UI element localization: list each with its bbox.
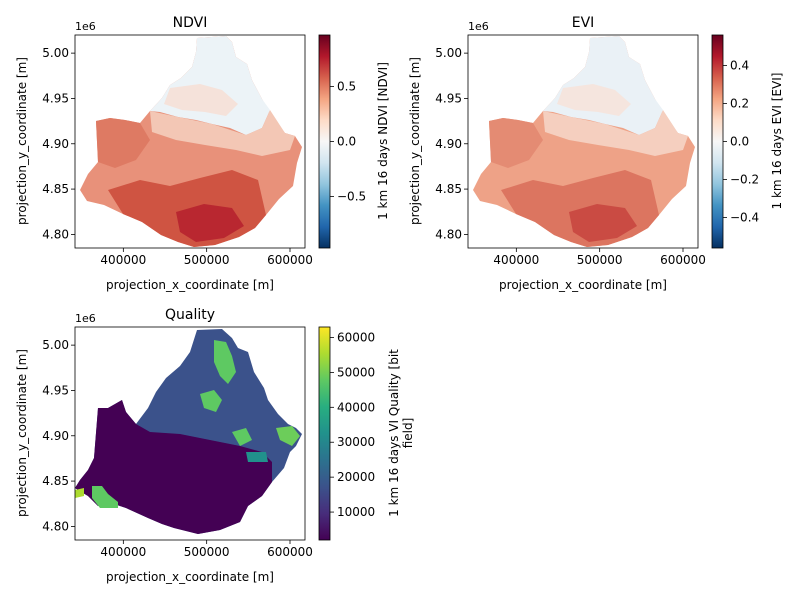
ndvi-title: NDVI xyxy=(173,15,208,31)
evi-ytick-label: 5.00 xyxy=(435,46,462,60)
evi-north-pale xyxy=(543,36,663,135)
evi-y-offset: 1e6 xyxy=(468,20,489,33)
quality-xtick-label: 500000 xyxy=(184,545,230,559)
ndvi-cbtick-label: 0.5 xyxy=(337,80,356,94)
ndvi-colorbar xyxy=(318,34,331,249)
evi-north-pink xyxy=(557,84,631,116)
ndvi-panel: NDVI 400000 500000 600000 4.80 4.85 4.90 4.95 5… xyxy=(15,15,390,292)
quality-title: Quality xyxy=(165,307,215,323)
quality-green-patch-center xyxy=(200,390,222,412)
evi-cbtick-label: −0.2 xyxy=(730,173,759,187)
quality-colorbar-label-line2: field] xyxy=(401,418,415,449)
quality-raster xyxy=(75,329,302,534)
ndvi-ytick-label: 5.00 xyxy=(42,46,69,60)
quality-teal-patch xyxy=(246,452,268,462)
evi-colorbar xyxy=(711,34,724,249)
quality-green-patch-east xyxy=(276,426,300,446)
ndvi-xtick-label: 400000 xyxy=(100,253,146,267)
quality-green-patch-mid xyxy=(232,428,252,446)
ndvi-y-offset: 1e6 xyxy=(75,20,96,33)
evi-ytick-label: 4.85 xyxy=(435,182,462,196)
evi-xtick-label: 600000 xyxy=(660,253,706,267)
evi-core-darkest xyxy=(569,204,637,242)
ndvi-raster xyxy=(80,36,302,247)
quality-y-offset: 1e6 xyxy=(75,312,96,325)
quality-colorbar xyxy=(318,326,331,541)
evi-xlabel: projection_x_coordinate [m] xyxy=(499,278,667,292)
quality-colorbar-label-line1: 1 km 16 days VI Quality [bit xyxy=(387,349,401,517)
quality-ytick-label: 4.85 xyxy=(42,474,69,488)
ndvi-xtick-label: 600000 xyxy=(267,253,313,267)
ndvi-ytick-label: 4.80 xyxy=(42,227,69,241)
quality-axes-frame xyxy=(74,326,306,541)
quality-xlabel: projection_x_coordinate [m] xyxy=(106,570,274,584)
quality-ytick-label: 5.00 xyxy=(42,338,69,352)
quality-cbtick-label: 20000 xyxy=(337,470,375,484)
evi-title: EVI xyxy=(572,15,595,31)
evi-axes-frame xyxy=(467,34,699,249)
quality-xtick-label: 400000 xyxy=(100,545,146,559)
ndvi-ytick-label: 4.85 xyxy=(42,182,69,196)
evi-transition xyxy=(543,110,688,156)
evi-cbtick-label: 0.0 xyxy=(730,135,749,149)
quality-xtick-label: 600000 xyxy=(267,545,313,559)
quality-ticks: 400000 500000 600000 4.80 4.85 4.90 4.95 5.00 xyxy=(42,338,313,559)
ndvi-ytick-label: 4.95 xyxy=(42,91,69,105)
evi-panel: EVI 400000 500000 600000 4.80 4.85 4.90 4.95 5.… xyxy=(408,15,784,292)
quality-south-dark xyxy=(75,400,272,534)
ndvi-ticks: 400000 500000 600000 4.80 4.85 4.90 4.95 5.00 xyxy=(42,46,313,267)
ndvi-ytick-label: 4.90 xyxy=(42,137,69,151)
ndvi-north-pink xyxy=(164,84,238,116)
evi-ticks: 400000 500000 600000 4.80 4.85 4.90 4.95 5.00 xyxy=(435,46,706,267)
ndvi-west-arm xyxy=(96,118,150,168)
ndvi-colorbar-label: 1 km 16 days NDVI [NDVI] xyxy=(376,62,390,220)
ndvi-xtick-label: 500000 xyxy=(184,253,230,267)
quality-cbtick-label: 50000 xyxy=(337,365,375,379)
evi-colorbar-ticks: −0.4 −0.2 0.0 0.2 0.4 xyxy=(723,58,759,225)
ndvi-ylabel: projection_y_coordinate [m] xyxy=(15,57,29,225)
evi-west-arm xyxy=(489,118,543,168)
evi-ytick-label: 4.95 xyxy=(435,91,462,105)
quality-cbtick-label: 30000 xyxy=(337,435,375,449)
evi-colorbar-label: 1 km 16 days EVI [EVI] xyxy=(770,73,784,210)
evi-xtick-label: 400000 xyxy=(493,253,539,267)
ndvi-colorbar-ticks: −0.5 0.0 0.5 xyxy=(330,80,366,203)
quality-cbtick-label: 10000 xyxy=(337,505,375,519)
ndvi-axes-frame xyxy=(74,34,306,249)
ndvi-cbtick-label: 0.0 xyxy=(337,135,356,149)
quality-panel: Quality 400000 500000 600000 4.80 4.85 4.90 4.… xyxy=(15,307,415,584)
evi-cbtick-label: 0.4 xyxy=(730,58,749,72)
quality-ytick-label: 4.95 xyxy=(42,383,69,397)
ndvi-xlabel: projection_x_coordinate [m] xyxy=(106,278,274,292)
quality-colorbar-ticks: 10000 20000 30000 40000 50000 60000 xyxy=(330,330,375,519)
ndvi-core-darkest xyxy=(176,204,244,242)
quality-ytick-label: 4.90 xyxy=(42,429,69,443)
quality-ytick-label: 4.80 xyxy=(42,519,69,533)
quality-green-patch-west xyxy=(92,486,118,508)
evi-raster xyxy=(473,36,695,247)
quality-cbtick-label: 40000 xyxy=(337,400,375,414)
quality-cbtick-label: 60000 xyxy=(337,330,375,344)
evi-ytick-label: 4.80 xyxy=(435,227,462,241)
ndvi-transition xyxy=(150,110,295,156)
quality-ylabel: projection_y_coordinate [m] xyxy=(15,349,29,517)
evi-cbtick-label: 0.2 xyxy=(730,96,749,110)
ndvi-north-pale xyxy=(150,36,270,135)
evi-ylabel: projection_y_coordinate [m] xyxy=(408,57,422,225)
ndvi-cbtick-label: −0.5 xyxy=(337,189,366,203)
evi-ytick-label: 4.90 xyxy=(435,137,462,151)
quality-green-patch-north xyxy=(214,340,236,384)
evi-cbtick-label: −0.4 xyxy=(730,211,759,225)
quality-green-edge-west xyxy=(75,488,84,498)
evi-xtick-label: 500000 xyxy=(577,253,623,267)
